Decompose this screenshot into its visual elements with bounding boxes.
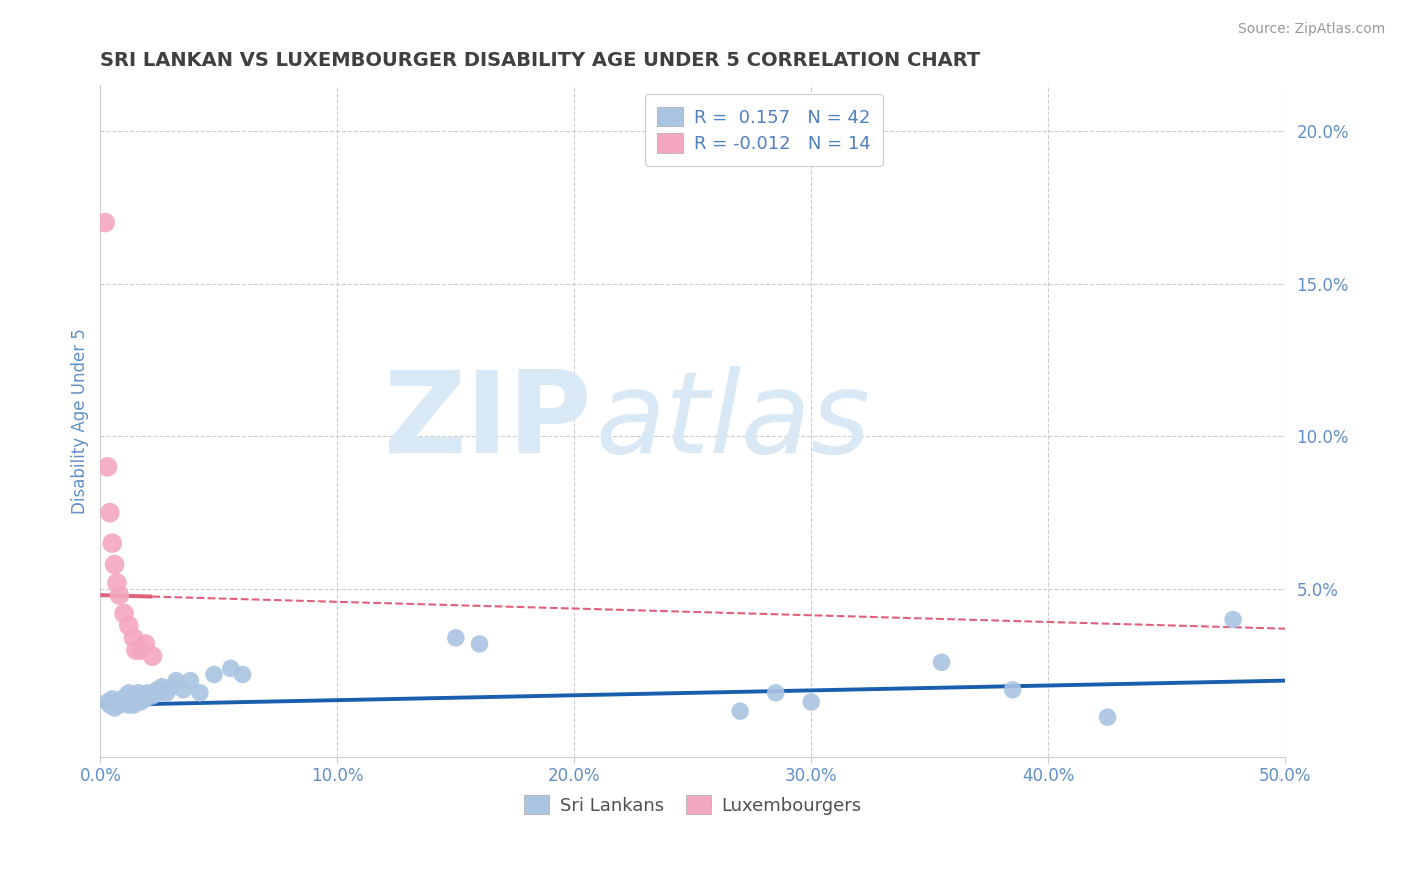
- Point: [98, 506, 121, 520]
- Point: [150, 680, 173, 694]
- Point: [96, 695, 118, 709]
- Point: [165, 673, 187, 688]
- Point: [125, 695, 148, 709]
- Point: [112, 695, 135, 709]
- Point: [112, 607, 135, 621]
- Point: [156, 686, 179, 700]
- Point: [132, 689, 155, 703]
- Point: [127, 686, 149, 700]
- Point: [101, 692, 124, 706]
- Point: [1001, 682, 1024, 697]
- Point: [129, 695, 152, 709]
- Point: [444, 631, 467, 645]
- Point: [179, 673, 201, 688]
- Point: [108, 698, 131, 712]
- Point: [149, 686, 172, 700]
- Point: [115, 689, 138, 703]
- Point: [728, 704, 751, 718]
- Point: [172, 682, 194, 697]
- Point: [146, 682, 169, 697]
- Point: [765, 686, 787, 700]
- Point: [105, 575, 128, 590]
- Point: [136, 686, 159, 700]
- Point: [231, 667, 253, 681]
- Point: [105, 695, 128, 709]
- Y-axis label: Disability Age Under 5: Disability Age Under 5: [72, 328, 89, 514]
- Point: [129, 643, 152, 657]
- Point: [141, 689, 163, 703]
- Point: [101, 536, 124, 550]
- Point: [1097, 710, 1119, 724]
- Point: [188, 686, 211, 700]
- Point: [931, 655, 953, 669]
- Point: [219, 661, 242, 675]
- Point: [125, 689, 148, 703]
- Point: [111, 692, 134, 706]
- Point: [118, 686, 141, 700]
- Point: [134, 692, 156, 706]
- Point: [103, 701, 125, 715]
- Point: [120, 692, 142, 706]
- Text: Source: ZipAtlas.com: Source: ZipAtlas.com: [1237, 22, 1385, 37]
- Point: [94, 215, 117, 229]
- Point: [98, 698, 121, 712]
- Legend: Sri Lankans, Luxembourgers: Sri Lankans, Luxembourgers: [516, 788, 869, 822]
- Point: [468, 637, 491, 651]
- Point: [202, 667, 225, 681]
- Point: [122, 631, 145, 645]
- Point: [141, 649, 163, 664]
- Point: [118, 618, 141, 632]
- Point: [1222, 613, 1244, 627]
- Text: atlas: atlas: [596, 366, 870, 476]
- Point: [108, 588, 131, 602]
- Point: [800, 695, 823, 709]
- Text: SRI LANKAN VS LUXEMBOURGER DISABILITY AGE UNDER 5 CORRELATION CHART: SRI LANKAN VS LUXEMBOURGER DISABILITY AG…: [100, 51, 980, 70]
- Point: [103, 558, 125, 572]
- Point: [125, 643, 148, 657]
- Point: [160, 680, 183, 694]
- Point: [118, 698, 141, 712]
- Text: ZIP: ZIP: [384, 366, 592, 476]
- Point: [122, 698, 145, 712]
- Point: [134, 637, 156, 651]
- Point: [96, 459, 118, 474]
